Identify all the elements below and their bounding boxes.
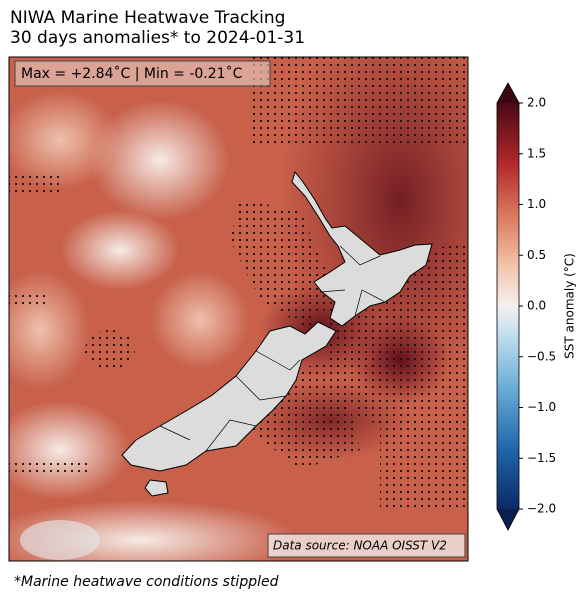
title: 30 days anomalies* to 2024-01-31 [10,28,305,48]
colorbar [496,82,520,531]
source-label: Data source: NOAA OISST V2 [273,539,447,553]
colorbar-tick-label: 2.0 [527,96,546,110]
colorbar-label: SST anomaly (°C) [563,253,577,359]
colorbar-tick-label: −2.0 [527,502,556,516]
colorbar-tick-label: 1.5 [527,146,546,160]
colorbar-tick-label: −1.0 [527,400,556,414]
stats-label: Max = +2.84˚C | Min = -0.21˚C [21,65,243,82]
map-frame [8,56,469,562]
colorbar-tick-label: 1.0 [527,197,546,211]
sst-map [9,57,468,561]
footnote: *Marine heatwave conditions stippled [14,574,279,590]
title: NIWA Marine Heatwave Tracking [10,8,285,28]
colorbar-tick-label: 0.0 [527,299,546,313]
stats-box [14,60,271,87]
colorbar-tick-label: −1.5 [527,451,556,465]
source-box [267,533,466,558]
colorbar-tick-label: 0.5 [527,248,546,262]
colorbar-tick-label: −0.5 [527,349,556,363]
